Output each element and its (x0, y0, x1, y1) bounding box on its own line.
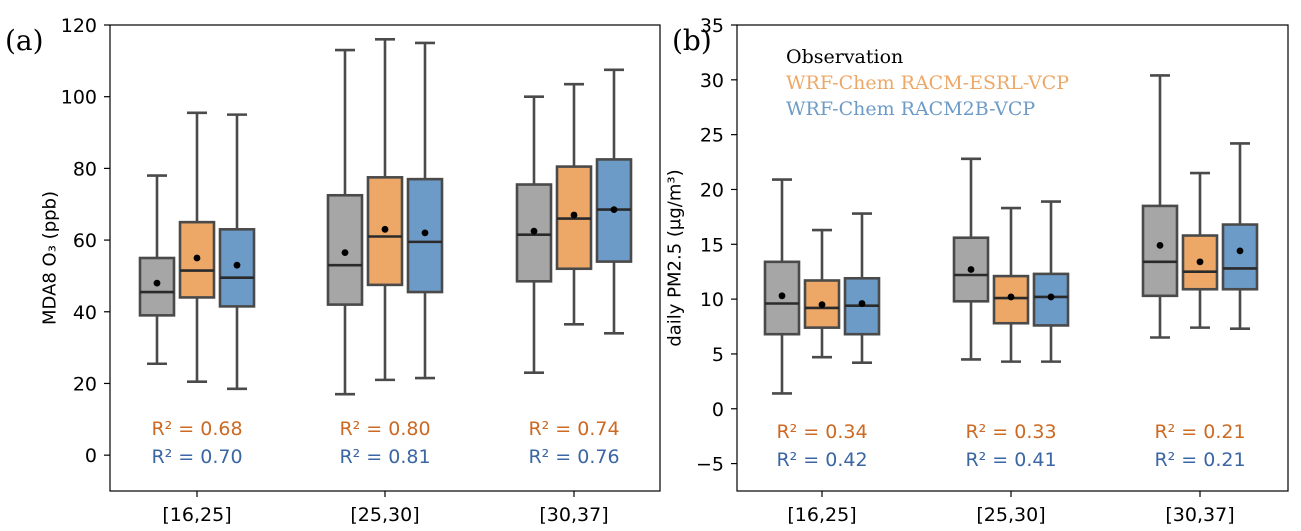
mean-marker (381, 225, 389, 233)
box-iqr (952, 236, 990, 303)
mean-marker (1196, 258, 1204, 266)
mean-marker (421, 229, 429, 237)
mean-marker (818, 301, 826, 308)
mean-marker (1047, 293, 1055, 301)
box-obs-1 (952, 157, 990, 361)
mean-marker (341, 249, 349, 257)
box-esrl-0 (803, 228, 841, 359)
y-tick-label: 0 (712, 399, 724, 421)
y-axis-label: daily PM2.5 (μg/m³) (665, 169, 686, 346)
box-obs-0 (763, 178, 801, 395)
r2-esrl-label: R² = 0.33 (965, 421, 1056, 443)
legend: Observation WRF-Chem RACM-ESRL-VCP WRF-Che… (786, 46, 1069, 120)
box-iqr (138, 256, 176, 317)
mean-marker (193, 254, 201, 262)
box-iqr (1221, 223, 1259, 291)
panel-label: (a) (5, 24, 44, 57)
mean-marker (1007, 293, 1015, 301)
panel-a: 0 20 40 60 80 100 120 [16,25] [25,30] [30,37] MDA8… (5, 15, 661, 526)
y-tick-label: 30 (700, 70, 724, 92)
mean-marker (1156, 241, 1164, 249)
box-obs-1 (326, 48, 364, 396)
mean-marker (858, 300, 866, 307)
y-tick-label: 5 (712, 344, 724, 366)
legend-entry: WRF-Chem RACM2B-VCP (786, 98, 1035, 120)
box-esrl-1 (992, 206, 1030, 363)
legend-entry: WRF-Chem RACM-ESRL-VCP (786, 72, 1069, 94)
r2-esrl-label: R² = 0.74 (528, 418, 619, 440)
box-obs-2 (515, 95, 553, 375)
y-tick-label: 20 (700, 179, 724, 201)
x-tick-label: [16,25] (787, 504, 856, 526)
r2-racm2b-label: R² = 0.81 (339, 446, 430, 468)
y-tick-label: 80 (73, 158, 97, 180)
y-tick-label: 40 (73, 302, 97, 324)
y-tick-label: 60 (73, 230, 97, 252)
y-tick-label: 15 (700, 234, 724, 256)
mean-marker (1236, 247, 1244, 255)
x-tick-label: [30,37] (539, 504, 608, 526)
r2-racm2b-label: R² = 0.70 (151, 446, 242, 468)
box-racm2b-0 (218, 113, 256, 391)
x-tick-label: [25,30] (976, 504, 1045, 526)
box-racm2b-1 (1032, 200, 1070, 363)
x-tick-label: [25,30] (350, 504, 419, 526)
y-tick-label: −5 (696, 454, 724, 476)
y-tick-label: 120 (61, 15, 97, 37)
box-racm2b-0 (843, 212, 881, 365)
y-tick-label: 0 (85, 445, 97, 467)
panel-b: −5 0 5 10 15 20 25 30 35 [16,25] [25,30] [30,37] dai… (665, 15, 1289, 526)
r2-racm2b-label: R² = 0.21 (1154, 449, 1245, 471)
panel-label: (b) (672, 24, 712, 57)
x-tick-label: [16,25] (162, 504, 231, 526)
y-tick-label: 20 (73, 373, 97, 395)
box-esrl-2 (555, 82, 593, 326)
r2-esrl-label: R² = 0.34 (776, 421, 867, 443)
mean-marker (610, 206, 618, 214)
box-racm2b-1 (406, 41, 444, 380)
box-racm2b-2 (595, 68, 633, 335)
plot-frame (736, 24, 1289, 492)
r2-racm2b-label: R² = 0.76 (528, 446, 619, 468)
r2-racm2b-label: R² = 0.41 (965, 449, 1056, 471)
box-esrl-1 (366, 38, 404, 382)
box-racm2b-2 (1221, 142, 1259, 331)
y-axis-label: MDA8 O₃ (ppb) (40, 191, 61, 325)
box-iqr (992, 274, 1030, 325)
y-tick-label: 35 (700, 15, 724, 37)
y-tick-label: 10 (700, 289, 724, 311)
mean-marker (153, 279, 161, 287)
mean-marker (967, 266, 975, 273)
box-iqr (803, 279, 841, 329)
box-esrl-2 (1181, 171, 1219, 329)
mean-marker (233, 261, 241, 269)
box-iqr (1141, 204, 1179, 298)
r2-esrl-label: R² = 0.21 (1154, 421, 1245, 443)
x-tick-label: [30,37] (1165, 504, 1234, 526)
mean-marker (570, 211, 578, 219)
r2-esrl-label: R² = 0.68 (151, 418, 242, 440)
box-obs-0 (138, 174, 176, 366)
legend-entry: Observation (786, 46, 903, 68)
box-obs-2 (1141, 74, 1179, 339)
y-tick-label: 25 (700, 125, 724, 147)
r2-racm2b-label: R² = 0.42 (776, 449, 867, 471)
mean-marker (530, 227, 538, 235)
box-esrl-0 (178, 111, 216, 383)
mean-marker (778, 292, 786, 300)
y-tick-label: 100 (61, 87, 97, 109)
r2-esrl-label: R² = 0.80 (339, 418, 430, 440)
